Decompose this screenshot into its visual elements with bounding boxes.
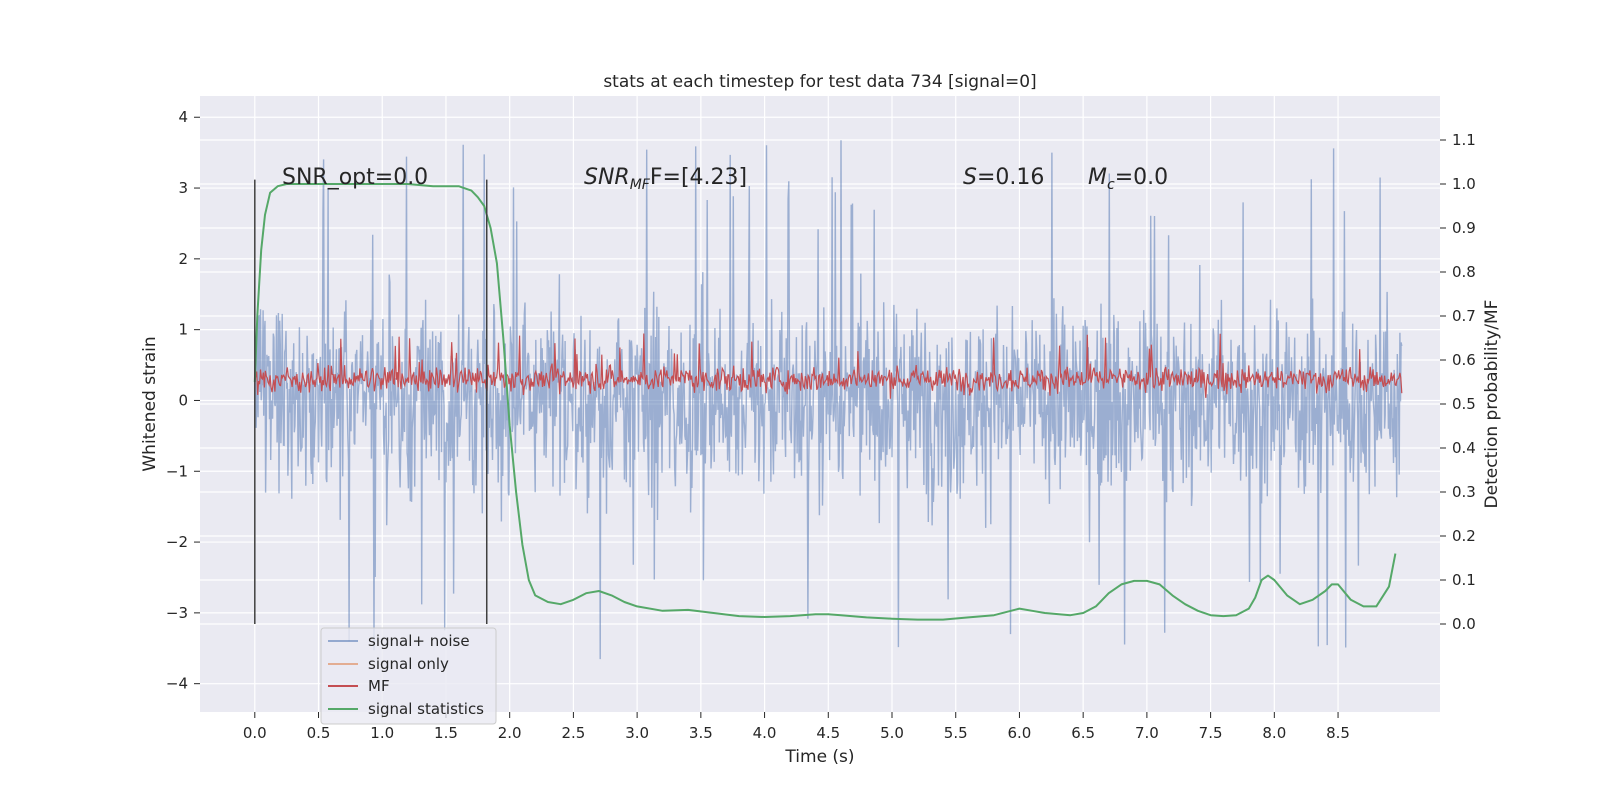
x-tick-label: 3.5 — [689, 724, 713, 742]
annotation-snr-mf: SNRMFF=[4.23] — [584, 165, 747, 193]
y-tick-label-right: 0.4 — [1452, 439, 1476, 457]
x-tick-label: 1.5 — [434, 724, 458, 742]
signal-statistics-line — [253, 183, 1397, 621]
y-tick-label-left: 2 — [178, 250, 188, 268]
annotation-mc-value: =0.0 — [1115, 165, 1168, 190]
y-tick-label-left: −2 — [166, 533, 188, 551]
y-tick-label-right: 0.5 — [1452, 395, 1476, 413]
legend: signal+ noise signal only MF signal stat… — [320, 627, 497, 725]
legend-entry-signal-statistics: signal statistics — [328, 700, 484, 718]
legend-entry-mf: MF — [328, 677, 390, 695]
annotation-s-value: =0.16 — [977, 165, 1044, 190]
annotation-snr-mf-subscript: MF — [630, 177, 651, 193]
x-tick-label: 4.0 — [753, 724, 777, 742]
y-tick-label-left: 1 — [178, 321, 188, 339]
y-tick-label-left: 3 — [178, 179, 188, 197]
x-axis-label: Time (s) — [784, 747, 854, 767]
y-tick-label-right: 0.3 — [1452, 483, 1476, 501]
x-tick-label: 0.0 — [243, 724, 267, 742]
x-tick-label: 8.5 — [1326, 724, 1350, 742]
x-tick-label: 8.0 — [1262, 724, 1286, 742]
legend-label-mf: MF — [368, 677, 390, 695]
legend-entry-signal-noise: signal+ noise — [328, 632, 470, 650]
chart-title: stats at each timestep for test data 734… — [603, 72, 1036, 92]
legend-label-signal-noise: signal+ noise — [368, 632, 470, 650]
x-tick-label: 2.0 — [498, 724, 522, 742]
markers-layer — [254, 179, 488, 624]
legend-box — [320, 627, 497, 725]
x-tick-label: 1.0 — [370, 724, 394, 742]
y-tick-label-right: 0.7 — [1452, 307, 1476, 325]
y-tick-label-right: 0.8 — [1452, 263, 1476, 281]
legend-label-signal-statistics: signal statistics — [368, 700, 484, 718]
x-tick-label: 7.0 — [1135, 724, 1159, 742]
annotation-s-symbol: S — [963, 165, 977, 190]
x-tick-label: 4.5 — [816, 724, 840, 742]
annotation-snr-mf-symbol: SNR — [584, 165, 630, 190]
y-tick-label-left: −3 — [166, 604, 188, 622]
ticks-layer: 0.0 0.5 1.0 1.5 2.0 2.5 3.0 3.5 4.0 4.5 5.0 5.5 6.0 6… — [166, 108, 1476, 742]
x-tick-label: 2.5 — [561, 724, 585, 742]
legend-entry-signal-only: signal only — [328, 655, 449, 673]
annotation-s: S=0.16 — [963, 165, 1044, 190]
mf-line — [254, 333, 1403, 399]
y-tick-label-right: 0.1 — [1452, 571, 1476, 589]
y-axis-label-right: Detection probability/MF — [1482, 300, 1502, 509]
annotation-mc-subscript: c — [1107, 177, 1115, 193]
x-tick-label: 3.0 — [625, 724, 649, 742]
y-tick-label-right: 0.2 — [1452, 527, 1476, 545]
x-tick-label: 5.5 — [944, 724, 968, 742]
annotation-mc-symbol: M — [1088, 165, 1107, 190]
x-tick-label: 6.0 — [1008, 724, 1032, 742]
y-axis-label-left: Whitened strain — [140, 336, 160, 471]
x-tick-label: 5.0 — [880, 724, 904, 742]
y-tick-label-right: 1.1 — [1452, 131, 1476, 149]
x-tick-label: 7.5 — [1199, 724, 1223, 742]
y-tick-label-right: 0.0 — [1452, 615, 1476, 633]
y-tick-label-left: 0 — [178, 391, 188, 409]
y-tick-label-left: −1 — [166, 462, 188, 480]
annotation-snr-opt: SNR_opt=0.0 — [282, 165, 428, 190]
y-tick-label-right: 0.6 — [1452, 351, 1476, 369]
y-tick-label-left: 4 — [178, 108, 188, 126]
x-tick-label: 6.5 — [1071, 724, 1095, 742]
y-tick-label-right: 0.9 — [1452, 219, 1476, 237]
y-tick-label-right: 1.0 — [1452, 175, 1476, 193]
annotation-snr-mf-value: F=[4.23] — [650, 165, 747, 190]
legend-label-signal-only: signal only — [368, 655, 449, 673]
signal-noise-line — [254, 140, 1403, 660]
y-tick-label-left: −4 — [166, 675, 188, 693]
annotation-mc: Mc=0.0 — [1088, 165, 1168, 193]
x-tick-label: 0.5 — [307, 724, 331, 742]
series-layer — [253, 140, 1403, 660]
